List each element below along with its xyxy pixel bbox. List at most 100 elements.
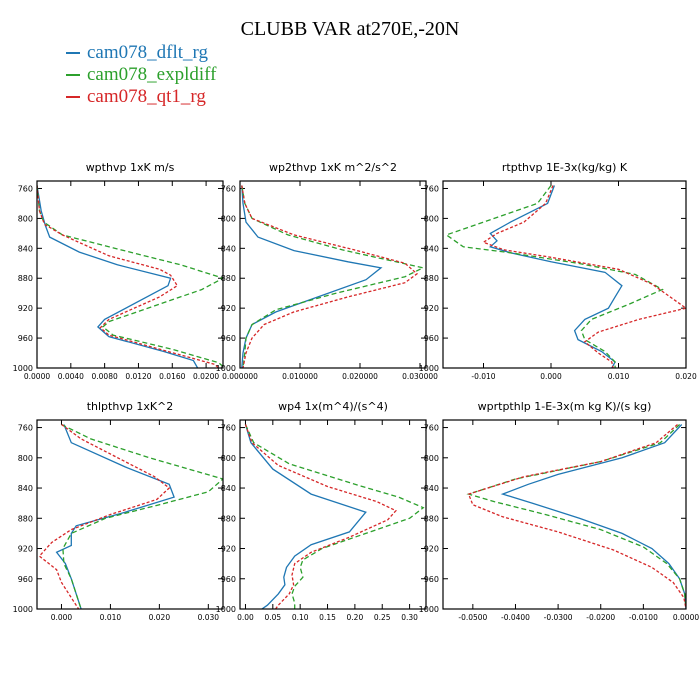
- x-tick-label: 0.15: [319, 613, 336, 622]
- series-line: [241, 185, 425, 368]
- chart-panel: wp2thvp 1xK m^2/s^2 760 800 840 880 920 960 100…: [216, 161, 438, 381]
- chart-panel: wp4 1x(m^4)/(s^4)76080084088092096010000…: [216, 400, 427, 622]
- x-tick-label: 0.25: [374, 613, 391, 622]
- y-tick-label: 880: [424, 514, 439, 523]
- x-tick-label: -0.0300: [544, 613, 573, 622]
- y-tick-label: 1000: [419, 364, 439, 373]
- y-tick-label: 960: [18, 575, 33, 584]
- y-tick-label: 960: [221, 575, 236, 584]
- y-tick-label: 1000: [419, 605, 439, 614]
- y-tick-label: 840: [424, 484, 439, 493]
- plot-frame: [239, 180, 427, 369]
- chart-title: rtpthvp 1E-3x(kg/kg) K: [502, 161, 628, 174]
- legend-line-swatch: [66, 52, 80, 54]
- x-tick-label: -0.0200: [586, 613, 615, 622]
- x-tick-label: 0.0000: [24, 372, 50, 381]
- series-line: [38, 423, 171, 609]
- y-tick-label: 960: [18, 334, 33, 343]
- chart-panel: rtpthvp 1E-3x(kg/kg) K 760 800 840 880 920 960…: [419, 161, 697, 381]
- y-tick-label: 1000: [13, 364, 33, 373]
- x-tick-label: -0.0100: [629, 613, 658, 622]
- series-line: [467, 424, 686, 609]
- x-tick-label: 0.0120: [125, 372, 151, 381]
- y-tick-label: 880: [221, 274, 236, 283]
- y-tick-label: 760: [221, 424, 236, 433]
- series-line: [488, 185, 623, 368]
- x-tick-label: 0.0040: [58, 372, 84, 381]
- chart-title: wp4 1x(m^4)/(s^4): [278, 400, 388, 413]
- y-tick-label: 800: [18, 454, 33, 463]
- y-tick-label: 1000: [216, 364, 236, 373]
- x-tick-label: 0.0000: [673, 613, 699, 622]
- y-tick-label: 800: [18, 214, 33, 223]
- legend-label: cam078_qt1_rg: [87, 86, 206, 107]
- y-tick-label: 960: [221, 334, 236, 343]
- legend-label: cam078_dflt_rg: [87, 42, 209, 63]
- legend-line-swatch: [66, 74, 80, 76]
- x-tick-label: 0.0080: [92, 372, 118, 381]
- x-tick-label: 0.20: [347, 613, 364, 622]
- series-line: [500, 424, 686, 609]
- x-tick-label: 0.0160: [159, 372, 185, 381]
- series-line: [244, 424, 367, 609]
- x-tick-label: 0.030000: [402, 372, 438, 381]
- x-tick-label: -0.010: [471, 372, 495, 381]
- plot-frame: [239, 419, 427, 610]
- y-tick-label: 760: [221, 184, 236, 193]
- chart-panel: thlpthvp 1xK^2 760 800 840 880 920 960 1000 0.00…: [13, 400, 224, 622]
- series-line: [244, 424, 397, 609]
- chart-title: thlpthvp 1xK^2: [87, 400, 174, 413]
- legend-item: cam078_expldiff: [66, 64, 216, 86]
- y-tick-label: 960: [424, 334, 439, 343]
- chart-panel: wpthvp 1xK m/s76080084088092096010000.00…: [13, 161, 224, 381]
- y-tick-label: 840: [18, 244, 33, 253]
- plot-frame: [442, 419, 687, 610]
- x-tick-label: 0.000: [51, 613, 73, 622]
- legend-line-swatch: [66, 96, 80, 98]
- x-tick-label: 0.0200: [193, 372, 219, 381]
- series-line: [482, 185, 686, 368]
- y-tick-label: 840: [424, 244, 439, 253]
- y-tick-label: 880: [18, 274, 33, 283]
- y-tick-label: 1000: [13, 605, 33, 614]
- chart-title: wprtpthlp 1-E-3x(m kg K)/(s kg): [478, 400, 652, 413]
- x-tick-label: 0.020: [675, 372, 697, 381]
- x-tick-label: -0.0500: [458, 613, 487, 622]
- figure-title: CLUBB VAR at270E,-20N: [240, 18, 460, 40]
- y-tick-label: 920: [18, 545, 33, 554]
- x-tick-label: 0.020000: [342, 372, 378, 381]
- x-tick-label: 0.00: [237, 613, 254, 622]
- chart-panel: wprtpthlp 1-E-3x(m kg K)/(s kg) 760 800 840…: [419, 400, 700, 622]
- y-tick-label: 760: [18, 424, 33, 433]
- series-line: [61, 423, 223, 609]
- y-tick-label: 840: [18, 484, 33, 493]
- y-tick-label: 760: [424, 424, 439, 433]
- y-tick-label: 960: [424, 575, 439, 584]
- series-line: [55, 424, 175, 609]
- y-tick-label: 760: [424, 184, 439, 193]
- legend: cam078_dflt_rg cam078_expldiff cam078_qt…: [66, 42, 216, 108]
- y-tick-label: 880: [18, 514, 33, 523]
- legend-item: cam078_dflt_rg: [66, 42, 216, 64]
- x-tick-label: -0.0400: [501, 613, 530, 622]
- x-tick-label: 0.020: [149, 613, 171, 622]
- x-tick-label: 0.010000: [282, 372, 318, 381]
- y-tick-label: 800: [424, 454, 439, 463]
- y-tick-label: 920: [221, 304, 236, 313]
- x-tick-label: 0.000: [540, 372, 562, 381]
- plot-frame: [36, 180, 224, 369]
- series-line: [241, 185, 419, 368]
- chart-title: wpthvp 1xK m/s: [86, 161, 175, 174]
- series-line: [444, 185, 664, 368]
- x-tick-label: 0.000000: [222, 372, 258, 381]
- y-tick-label: 880: [424, 274, 439, 283]
- y-tick-label: 920: [18, 304, 33, 313]
- y-tick-label: 800: [221, 214, 236, 223]
- y-tick-label: 760: [18, 184, 33, 193]
- series-line: [37, 185, 220, 368]
- y-tick-label: 920: [424, 545, 439, 554]
- legend-label: cam078_expldiff: [87, 64, 217, 85]
- y-tick-label: 840: [221, 244, 236, 253]
- series-line: [244, 424, 425, 609]
